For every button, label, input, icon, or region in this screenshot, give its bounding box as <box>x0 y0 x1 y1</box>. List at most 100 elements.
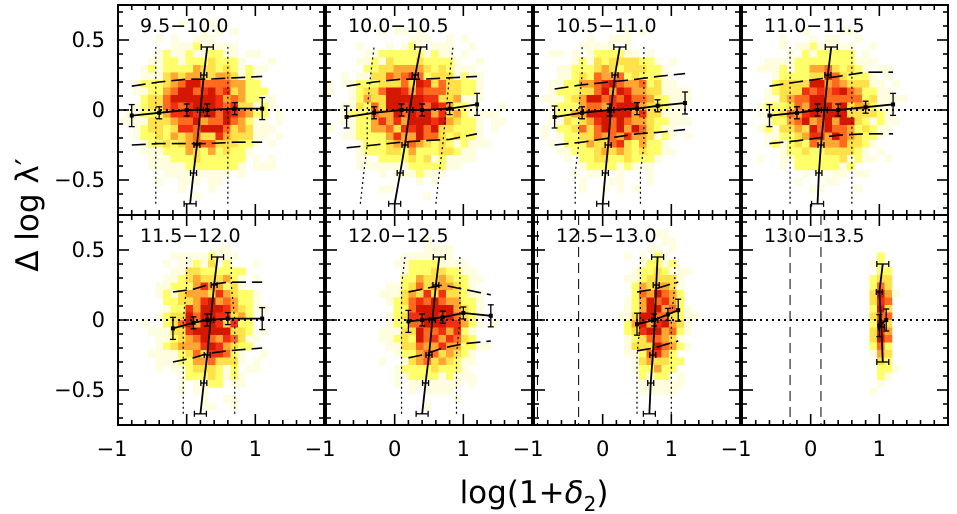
density-cell <box>832 50 840 58</box>
density-cell <box>140 132 149 141</box>
density-cell <box>215 297 224 306</box>
density-cell <box>200 155 209 163</box>
density-cell <box>854 80 863 88</box>
density-cell <box>170 35 179 43</box>
density-cell <box>223 297 231 306</box>
density-cell <box>178 185 186 193</box>
density-cell <box>416 327 424 336</box>
density-cell <box>215 95 224 103</box>
density-cell <box>847 110 855 118</box>
density-cell <box>230 65 239 73</box>
density-cell <box>446 50 454 58</box>
density-cell <box>817 42 825 51</box>
density-cell <box>624 27 632 36</box>
density-cell <box>586 102 595 111</box>
density-cell <box>579 57 587 66</box>
density-cell <box>378 357 387 366</box>
density-cell <box>832 35 840 43</box>
density-cell <box>431 110 439 118</box>
density-cell <box>884 65 893 73</box>
density-cell <box>401 320 409 328</box>
density-cell <box>601 132 610 141</box>
density-cell <box>438 117 447 126</box>
density-cell <box>624 35 632 43</box>
density-cell <box>809 110 818 118</box>
density-cell <box>401 252 409 261</box>
density-cell <box>847 155 855 163</box>
density-cell <box>609 125 617 133</box>
density-cell <box>817 57 825 66</box>
density-cell <box>386 147 394 156</box>
density-cell <box>446 290 454 298</box>
density-cell <box>787 147 795 156</box>
density-cell <box>178 87 186 96</box>
density-cell <box>163 275 171 283</box>
density-cell <box>491 125 499 133</box>
percentile-16-curve <box>636 340 679 352</box>
density-cell <box>832 87 840 96</box>
density-cell <box>892 365 900 373</box>
density-cell <box>787 125 795 133</box>
density-cell <box>654 335 662 343</box>
density-cell <box>356 102 364 111</box>
density-cell <box>438 102 447 111</box>
density-cell <box>639 387 647 396</box>
density-cell <box>498 102 507 111</box>
density-cell <box>884 350 893 358</box>
density-cell <box>253 297 261 306</box>
density-cell <box>185 327 194 336</box>
density-cell <box>223 357 231 366</box>
x-axis-label-prefix: log(1+ <box>460 475 565 511</box>
density-cell <box>869 87 878 96</box>
density-cell <box>594 42 602 51</box>
median-point <box>877 323 882 328</box>
density-cell <box>877 297 885 306</box>
density-cell <box>208 125 216 133</box>
density-cell <box>260 102 269 111</box>
density-cell <box>386 132 394 141</box>
density-cell <box>408 155 417 163</box>
median-point <box>420 108 425 112</box>
density-cell <box>408 260 417 268</box>
density-cell <box>847 147 855 156</box>
x-tick-label: 0 <box>804 437 817 461</box>
density-cell <box>193 252 201 261</box>
density-cell <box>200 110 209 118</box>
density-cell <box>772 80 780 88</box>
density-cell <box>223 342 231 351</box>
density-cell <box>431 177 439 186</box>
density-cell <box>155 177 164 186</box>
density-cell <box>416 350 424 358</box>
density-cell <box>661 230 670 238</box>
density-cell <box>193 72 201 81</box>
density-cell <box>616 35 625 43</box>
density-cell <box>215 177 224 186</box>
density-cell <box>453 320 462 328</box>
density-cell <box>408 147 417 156</box>
density-cell <box>431 147 439 156</box>
density-cell <box>163 117 171 126</box>
density-cell <box>483 110 492 118</box>
density-cell <box>877 267 885 276</box>
density-cell <box>208 185 216 193</box>
density-cell <box>133 117 141 126</box>
density-cell <box>654 275 662 283</box>
density-cell <box>223 65 231 73</box>
density-cell <box>461 305 469 313</box>
density-cell <box>163 125 171 133</box>
density-cell <box>809 162 818 171</box>
density-cell <box>669 342 677 351</box>
density-cell <box>654 297 662 306</box>
x-median-curve <box>393 46 422 204</box>
x-axis-label: log(1+δ2) <box>460 475 609 514</box>
median-point <box>232 106 237 111</box>
median-point <box>767 113 772 118</box>
density-cell <box>208 57 216 66</box>
density-cell <box>556 132 565 141</box>
density-cell <box>178 125 186 133</box>
density-cell <box>170 267 179 276</box>
density-cell <box>839 140 848 148</box>
density-cell <box>446 350 454 358</box>
density-cell <box>461 297 469 306</box>
density-cell <box>341 110 349 118</box>
